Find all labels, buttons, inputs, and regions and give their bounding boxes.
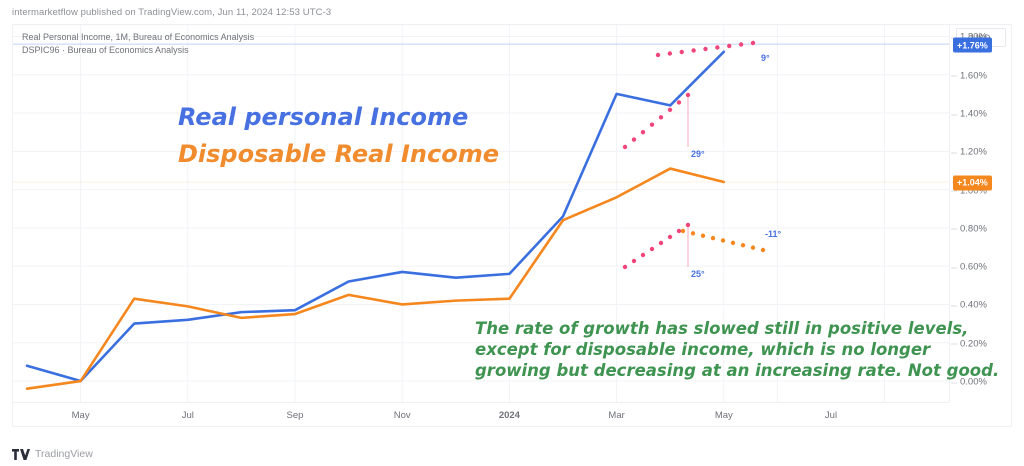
price-tick: 0.00% [951,376,987,388]
plot-area [13,25,949,402]
price-tick: 0.60% [951,261,987,273]
time-tick: May [714,410,733,421]
blue-lower-trend-angle: 29° [691,149,705,159]
price-badge-disposable-real-income[interactable]: +1.04% [953,175,992,191]
legend-line-real-personal-income: Real Personal Income, 1M, Bureau of Econ… [22,32,255,42]
price-tick: 1.60% [951,70,987,82]
tradingview-footer: TradingView [12,448,93,460]
commentary-text: The rate of growth has slowed still in p… [475,319,1000,380]
price-tick: 1.00% [951,185,987,197]
orange-rising-trend-angle: 25° [691,269,705,279]
series-label-real-personal-income: Real personal Income [178,103,469,131]
time-tick: 2024 [498,410,520,421]
time-tick: Jul [181,410,194,421]
price-tick: 1.40% [951,108,987,120]
time-tick: Mar [608,410,625,421]
orange-falling-trend-angle: -11° [765,229,782,239]
price-tick: 0.40% [951,299,987,311]
time-axis[interactable]: May Jul Sep Nov 2024 Mar May Jul [13,402,949,426]
price-axis[interactable]: USD 1.80%1.60%1.40%1.20%1.00%0.80%0.60%0… [949,25,1011,402]
time-tick: Nov [393,410,411,421]
time-tick: May [71,410,90,421]
price-tick: 1.20% [951,146,987,158]
price-tick: 0.20% [951,338,987,350]
legend-line-disposable-real-income: DSPIC96 · Bureau of Economics Analysis [22,44,189,55]
price-tick: 0.80% [951,223,987,235]
tradingview-logo-icon [12,448,30,460]
time-tick: Jul [824,410,838,421]
blue-upper-trend-angle: 9° [761,53,770,63]
chart-frame: Real Personal Income, 1M, Bureau of Econ… [12,24,1012,427]
tradingview-brand: TradingView [35,448,93,460]
chart-legend: Real Personal Income, 1M, Bureau of Econ… [22,31,254,56]
series-canvas [13,25,949,402]
price-badge-real-personal-income[interactable]: +1.76% [953,37,992,53]
series-label-disposable-real-income: Disposable Real Income [178,140,499,168]
publication-credit: intermarketflow published on TradingView… [12,7,332,18]
time-tick: Sep [286,410,304,421]
